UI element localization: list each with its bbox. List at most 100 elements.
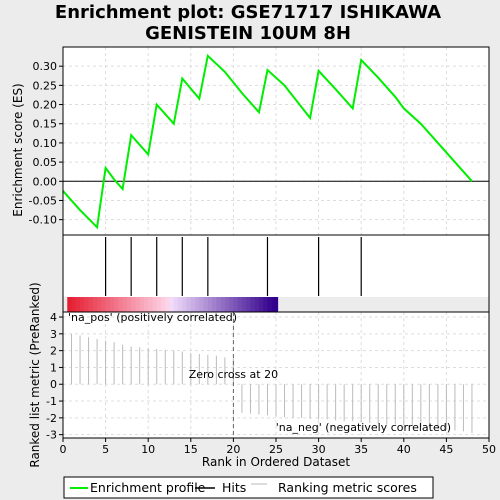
legend-metric-label: Ranking metric scores: [278, 480, 417, 495]
strip-segment: [271, 297, 279, 312]
hits-group: [104, 237, 362, 296]
strip-segment: [152, 297, 159, 312]
strip-segment: [207, 297, 215, 312]
x-tick-label: 20: [226, 443, 240, 456]
ranking-metric-bars: [71, 333, 473, 433]
metric-y-tick-label: 0: [50, 378, 57, 391]
es-y-tick-label: 0.20: [33, 99, 58, 112]
zero-cross-label: Zero cross at 20: [189, 368, 278, 381]
rank-color-strip: [67, 297, 279, 312]
strip-segment: [229, 297, 236, 312]
es-y-tick-label: 0.25: [33, 79, 58, 92]
strip-segment: [216, 297, 223, 312]
strip-segment: [173, 297, 181, 312]
enrichment-profile-line: [62, 53, 473, 230]
strip-segment: [182, 297, 189, 312]
strip-segment: [195, 297, 202, 312]
hits-panel: [62, 234, 490, 313]
x-tick-label: 35: [354, 443, 368, 456]
strip-segment: [237, 297, 245, 312]
strip-segment: [220, 297, 228, 312]
metric-y-tick-label: -1: [46, 395, 57, 408]
legend-hits-label: Hits: [222, 480, 246, 495]
x-tick-label: 30: [312, 443, 326, 456]
strip-segment: [246, 297, 253, 312]
strip-segment: [258, 297, 266, 312]
x-tick-label: 15: [184, 443, 198, 456]
negative-label: 'na_neg' (negatively correlated): [276, 421, 451, 434]
metric-y-tick-label: 1: [50, 361, 57, 374]
metric-y-axis-label: Ranked list metric (PreRanked): [28, 282, 42, 467]
strip-segment: [160, 297, 168, 312]
strip-segment: [122, 297, 130, 312]
x-tick-label: 25: [269, 443, 283, 456]
x-tick-label: 5: [102, 443, 109, 456]
strip-segment: [105, 297, 112, 312]
strip-segment: [67, 297, 74, 312]
strip-segment: [212, 297, 219, 312]
strip-segment: [233, 297, 240, 312]
strip-segment: [148, 297, 155, 312]
metric-panel: Zero cross at 20 'na_pos' (positively co…: [46, 311, 490, 442]
strip-segment: [88, 297, 95, 312]
metric-y-tick-label: -2: [46, 412, 57, 425]
es-y-tick-label: 0.15: [33, 118, 58, 131]
strip-segment: [199, 297, 206, 312]
strip-segment: [92, 297, 100, 312]
es-plot-area: [63, 47, 489, 235]
metric-y-tick-label: 2: [50, 345, 57, 358]
strip-segment: [126, 297, 134, 312]
strip-segment: [186, 297, 193, 312]
es-y-tick-label: 0.30: [33, 60, 58, 73]
chart-title-line1: Enrichment plot: GSE71717 ISHIKAWA: [55, 2, 441, 23]
strip-segment: [143, 297, 151, 312]
es-y-tick-label: 0.10: [33, 137, 58, 150]
es-y-tick-label: -0.05: [29, 194, 57, 207]
strip-segment: [135, 297, 142, 312]
es-y-tick-label: -0.10: [29, 214, 57, 227]
legend-box: [63, 476, 434, 499]
x-tick-label: 40: [397, 443, 411, 456]
es-y-axis-label: Enrichment score (ES): [11, 83, 25, 216]
strip-segment: [118, 297, 125, 312]
strip-segment: [84, 297, 91, 312]
strip-segment: [254, 297, 262, 312]
legend-profile-label: Enrichment profile: [90, 480, 206, 495]
chart-title-line2: GENISTEIN 10UM 8H: [145, 23, 351, 44]
x-tick-label: 50: [482, 443, 496, 456]
strip-segment: [241, 297, 249, 312]
x-tick-label: 0: [60, 443, 67, 456]
strip-segment: [190, 297, 198, 312]
es-y-tick-label: 0.05: [33, 156, 58, 169]
strip-segment: [263, 297, 270, 312]
es-panel: -0.10 -0.05 0.00 0.05 0.10 0.15 0.20 0.25 0.30: [29, 46, 490, 236]
metric-y-tick-label: 3: [50, 328, 57, 341]
strip-segment: [178, 297, 185, 312]
strip-segment: [267, 297, 274, 312]
x-tick-label: 10: [141, 443, 155, 456]
strip-segment: [114, 297, 121, 312]
strip-segment: [101, 297, 108, 312]
metric-y-tick-label: 4: [50, 311, 57, 324]
strip-segment: [80, 297, 87, 312]
strip-segment: [156, 297, 164, 312]
strip-segment: [250, 297, 257, 312]
x-ticks: 0 5 10 15 20 25 30 35 40 45 50: [60, 438, 496, 456]
positive-label: 'na_pos' (positively correlated): [68, 311, 237, 324]
hits-area: [63, 235, 489, 297]
strip-segment: [169, 297, 176, 312]
strip-segment: [139, 297, 147, 312]
metric-y-ticks: -3 -2 -1 0 1 2 3 4: [46, 311, 63, 442]
x-axis-label: Rank in Ordered Dataset: [202, 455, 350, 469]
metric-y-tick-label: -3: [46, 429, 57, 442]
strip-segment: [131, 297, 138, 312]
es-y-ticks: -0.10 -0.05 0.00 0.05 0.10 0.15 0.20 0.25 0.30: [29, 60, 63, 227]
strip-segment: [224, 297, 232, 312]
strip-segment: [71, 297, 78, 312]
strip-segment: [203, 297, 210, 312]
strip-segment: [75, 297, 83, 312]
legend: Enrichment profile Hits Ranking metric s…: [63, 476, 434, 499]
strip-segment: [165, 297, 172, 312]
strip-segment: [109, 297, 117, 312]
